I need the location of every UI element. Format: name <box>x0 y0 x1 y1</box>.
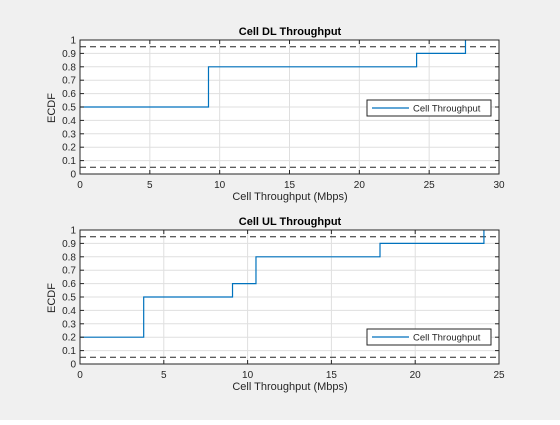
dl-data-point <box>208 106 209 107</box>
dl-y-tick-label: 0.2 <box>62 143 76 154</box>
ul-legend-label: Cell Throughput <box>413 333 481 344</box>
ul-y-tick-label: 1 <box>70 226 76 237</box>
ul-series-line <box>80 230 485 338</box>
dl-data-point <box>465 53 466 54</box>
ul-plot-layer: 0 5 10 15 20 25 0 0.1 0.2 0.3 0.4 0.5 0.6 0.7 0.8 0.9 1 C… <box>62 226 505 382</box>
ul-data-point <box>379 256 380 257</box>
ul-y-tick-label: 0.3 <box>62 319 76 330</box>
ul-x-tick-label: 10 <box>242 370 254 381</box>
dl-x-tick-label: 25 <box>424 180 436 191</box>
ul-y-tick-label: 0.7 <box>62 266 76 277</box>
ul-y-tick-label: 0.4 <box>62 306 76 317</box>
ul-data-point <box>232 283 233 284</box>
dl-x-tick-label: 10 <box>214 180 226 191</box>
dl-y-tick-label: 0.9 <box>62 49 76 60</box>
dl-x-tick-label: 15 <box>284 180 296 191</box>
ul-data-point <box>255 256 256 257</box>
dl-y-tick-label: 0.4 <box>62 116 76 127</box>
ul-x-tick-label: 15 <box>326 370 338 381</box>
ul-data-point <box>379 243 380 244</box>
ul-y-tick-label: 0.6 <box>62 279 76 290</box>
dl-x-tick-label: 20 <box>354 180 366 191</box>
ul-y-tick-label: 0.2 <box>62 333 76 344</box>
ul-y-tick-label: 0.8 <box>62 252 76 263</box>
ul-x-tick-label: 20 <box>410 370 422 381</box>
dl-y-tick-label: 0.3 <box>62 129 76 140</box>
dl-y-tick-label: 0.7 <box>62 76 76 87</box>
ul-legend-box <box>366 328 492 346</box>
dl-data-point <box>416 66 417 67</box>
ul-y-tick-label: 0 <box>70 360 76 371</box>
ul-x-tick-label: 25 <box>493 370 505 381</box>
dl-plot-layer: 0 5 10 15 20 25 30 0 0.1 0.2 0.3 0.4 0.5 0.6 0.7 0.8 0.9… <box>62 36 505 192</box>
dl-y-tick-label: 0 <box>70 170 76 181</box>
ul-y-tick-label: 0.9 <box>62 239 76 250</box>
dl-x-tick-label: 30 <box>493 180 505 191</box>
ul-chart-title: Cell UL Throughput <box>239 216 342 228</box>
dl-series-line <box>80 40 467 108</box>
dl-y-tick-label: 0.6 <box>62 89 76 100</box>
ul-x-tick-label: 5 <box>161 370 167 381</box>
dl-x-axis-label: Cell Throughput (Mbps) <box>232 191 347 203</box>
ul-data-point <box>143 296 144 297</box>
ul-x-axis-label: Cell Throughput (Mbps) <box>232 381 347 393</box>
ul-data-point <box>255 283 256 284</box>
dl-legend[interactable]: Cell Throughput <box>366 99 492 117</box>
dl-data-point <box>208 66 209 67</box>
ul-y-tick-label: 0.1 <box>62 346 76 357</box>
dl-y-tick-label: 0.5 <box>62 103 76 114</box>
dl-legend-label: Cell Throughput <box>413 104 481 115</box>
ul-y-tick-label: 0.5 <box>62 293 76 304</box>
dl-chart-title: Cell DL Throughput <box>239 26 342 38</box>
dl-y-tick-label: 0.1 <box>62 156 76 167</box>
dl-y-tick-label: 0.8 <box>62 62 76 73</box>
dl-x-tick-label: 5 <box>147 180 153 191</box>
dl-throughput-axes: 0 5 10 15 20 25 30 0 0.1 0.2 0.3 0.4 0.5 0.6 0.7 0.8 0.9… <box>46 26 505 203</box>
dl-data-point <box>416 53 417 54</box>
dl-legend-box <box>366 99 492 117</box>
dl-y-tick-label: 1 <box>70 36 76 47</box>
dl-x-tick-label: 0 <box>77 180 83 191</box>
ul-throughput-axes: 0 5 10 15 20 25 0 0.1 0.2 0.3 0.4 0.5 0.6 0.7 0.8 0.9 1 C… <box>46 216 505 393</box>
ul-data-point <box>232 296 233 297</box>
dl-y-axis-label: ECDF <box>46 93 58 123</box>
ul-legend[interactable]: Cell Throughput <box>366 328 492 346</box>
ul-data-point <box>483 243 484 244</box>
ul-data-point <box>143 337 144 338</box>
ul-x-tick-label: 0 <box>77 370 83 381</box>
ul-y-axis-label: ECDF <box>46 283 58 313</box>
